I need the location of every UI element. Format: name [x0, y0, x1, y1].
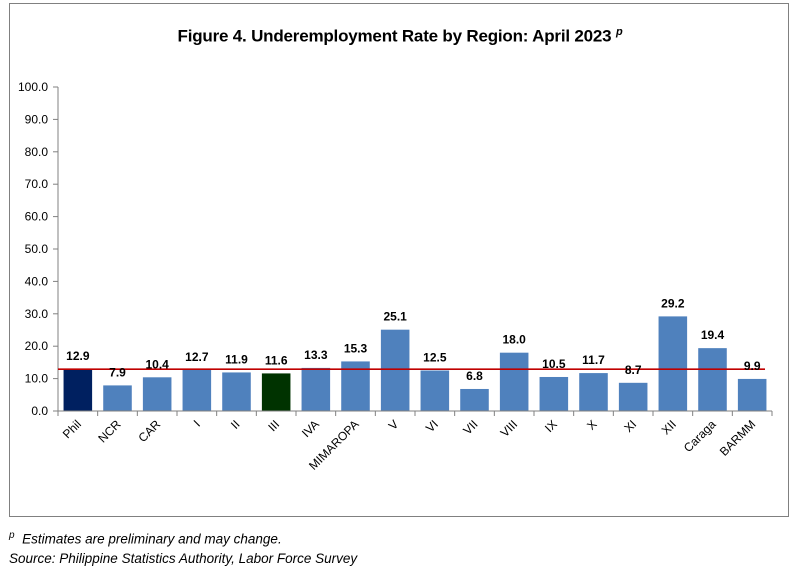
chart-title: Figure 4. Underemployment Rate by Region… — [10, 26, 790, 47]
x-tick-label-i: I — [191, 417, 203, 429]
footnotes: p Estimates are preliminary and may chan… — [9, 526, 357, 568]
bar-i — [182, 369, 212, 411]
footnote-source: Source: Philippine Statistics Authority,… — [9, 550, 358, 566]
x-tick-label-ii: II — [228, 417, 243, 432]
value-label-ii: 11.9 — [225, 352, 248, 366]
bar-barmm — [737, 378, 767, 411]
value-label-xi: 8.7 — [625, 363, 642, 377]
y-axis: 0.0 10.0 20.0 30.0 40.0 50.0 60.0 70.0 80.0 90.0 1… — [18, 80, 59, 418]
footnote-preliminary: p Estimates are preliminary and may chan… — [9, 526, 357, 549]
bar-vii — [460, 388, 489, 411]
x-tick-label-ix: IX — [542, 417, 560, 435]
y-tick-label: 60.0 — [25, 210, 49, 224]
bar-iii — [261, 373, 291, 411]
x-tick-label-iva: IVA — [299, 417, 322, 440]
x-tick-label-vii: VII — [460, 417, 480, 437]
value-labels: 12.9 7.9 10.4 12.7 11.9 11.6 13.3 15.3 25.1 12.5 6… — [66, 296, 761, 383]
bar-chart: 0.0 10.0 20.0 30.0 40.0 50.0 60.0 70.0 80.0 90.0 1… — [18, 80, 773, 473]
value-label-i: 12.7 — [185, 350, 209, 364]
bar-x — [579, 373, 608, 411]
y-tick-label: 100.0 — [18, 80, 48, 94]
value-label-x: 11.7 — [582, 353, 605, 367]
x-tick-label-viii: VIII — [498, 417, 521, 440]
bar-xii — [658, 316, 688, 411]
y-tick-label: 0.0 — [31, 404, 48, 418]
x-tick-label-caraga: Caraga — [681, 417, 719, 455]
y-tick-label: 40.0 — [25, 274, 49, 288]
bar-vi — [420, 370, 450, 411]
value-label-xii: 29.2 — [661, 296, 685, 310]
bar-v — [380, 329, 410, 411]
y-tick-label: 80.0 — [25, 145, 49, 159]
value-label-ncr: 7.9 — [109, 365, 126, 379]
chart-title-text: Figure 4. Underemployment Rate by Region… — [177, 26, 612, 46]
value-label-vi: 12.5 — [423, 351, 447, 365]
y-tick-label: 90.0 — [25, 112, 49, 126]
x-tick-label-xi: XI — [621, 417, 639, 435]
bar-iva — [301, 367, 331, 411]
value-label-iii: 11.6 — [265, 353, 288, 367]
value-label-iva: 13.3 — [304, 348, 328, 362]
bar-viii — [499, 352, 529, 411]
footnote-superscript: p — [9, 530, 15, 541]
y-tick-label: 70.0 — [25, 177, 49, 191]
y-tick-label: 10.0 — [25, 372, 49, 386]
bar-ncr — [103, 385, 132, 411]
x-tick-label-vi: VI — [423, 417, 441, 435]
x-tick-label-car: CAR — [135, 417, 163, 445]
bar-caraga — [698, 348, 727, 411]
bars — [63, 316, 767, 411]
value-label-car: 10.4 — [145, 357, 169, 371]
x-tick-label-x: X — [584, 417, 600, 433]
bar-car — [142, 377, 172, 411]
y-tick-label: 50.0 — [25, 242, 49, 256]
x-tick-label-v: V — [386, 417, 402, 433]
value-label-viii: 18.0 — [502, 333, 526, 347]
x-tick-label-xii: XII — [659, 417, 679, 437]
x-tick-label-ncr: NCR — [95, 417, 124, 446]
value-label-v: 25.1 — [383, 310, 407, 324]
bar-ii — [222, 372, 251, 411]
x-tick-label-barmm: BARMM — [717, 417, 758, 458]
x-tick-label-phil: Phil — [60, 417, 84, 441]
value-label-caraga: 19.4 — [701, 328, 725, 342]
x-tick-label-iii: III — [265, 417, 282, 434]
value-label-barmm: 9.9 — [744, 359, 761, 373]
value-label-mimaropa: 15.3 — [344, 341, 368, 355]
y-tick-label: 30.0 — [25, 307, 49, 321]
bar-ix — [539, 376, 569, 411]
bar-xi — [618, 382, 648, 411]
bar-phil — [63, 369, 93, 411]
chart-frame: Figure 4. Underemployment Rate by Region… — [9, 3, 789, 517]
title-superscript: p — [615, 26, 623, 38]
footnote-note: Estimates are preliminary and may change… — [22, 531, 282, 547]
y-tick-label: 20.0 — [25, 339, 49, 353]
value-label-ix: 10.5 — [542, 357, 566, 371]
value-label-vii: 6.8 — [466, 369, 483, 383]
value-label-phil: 12.9 — [66, 349, 90, 363]
